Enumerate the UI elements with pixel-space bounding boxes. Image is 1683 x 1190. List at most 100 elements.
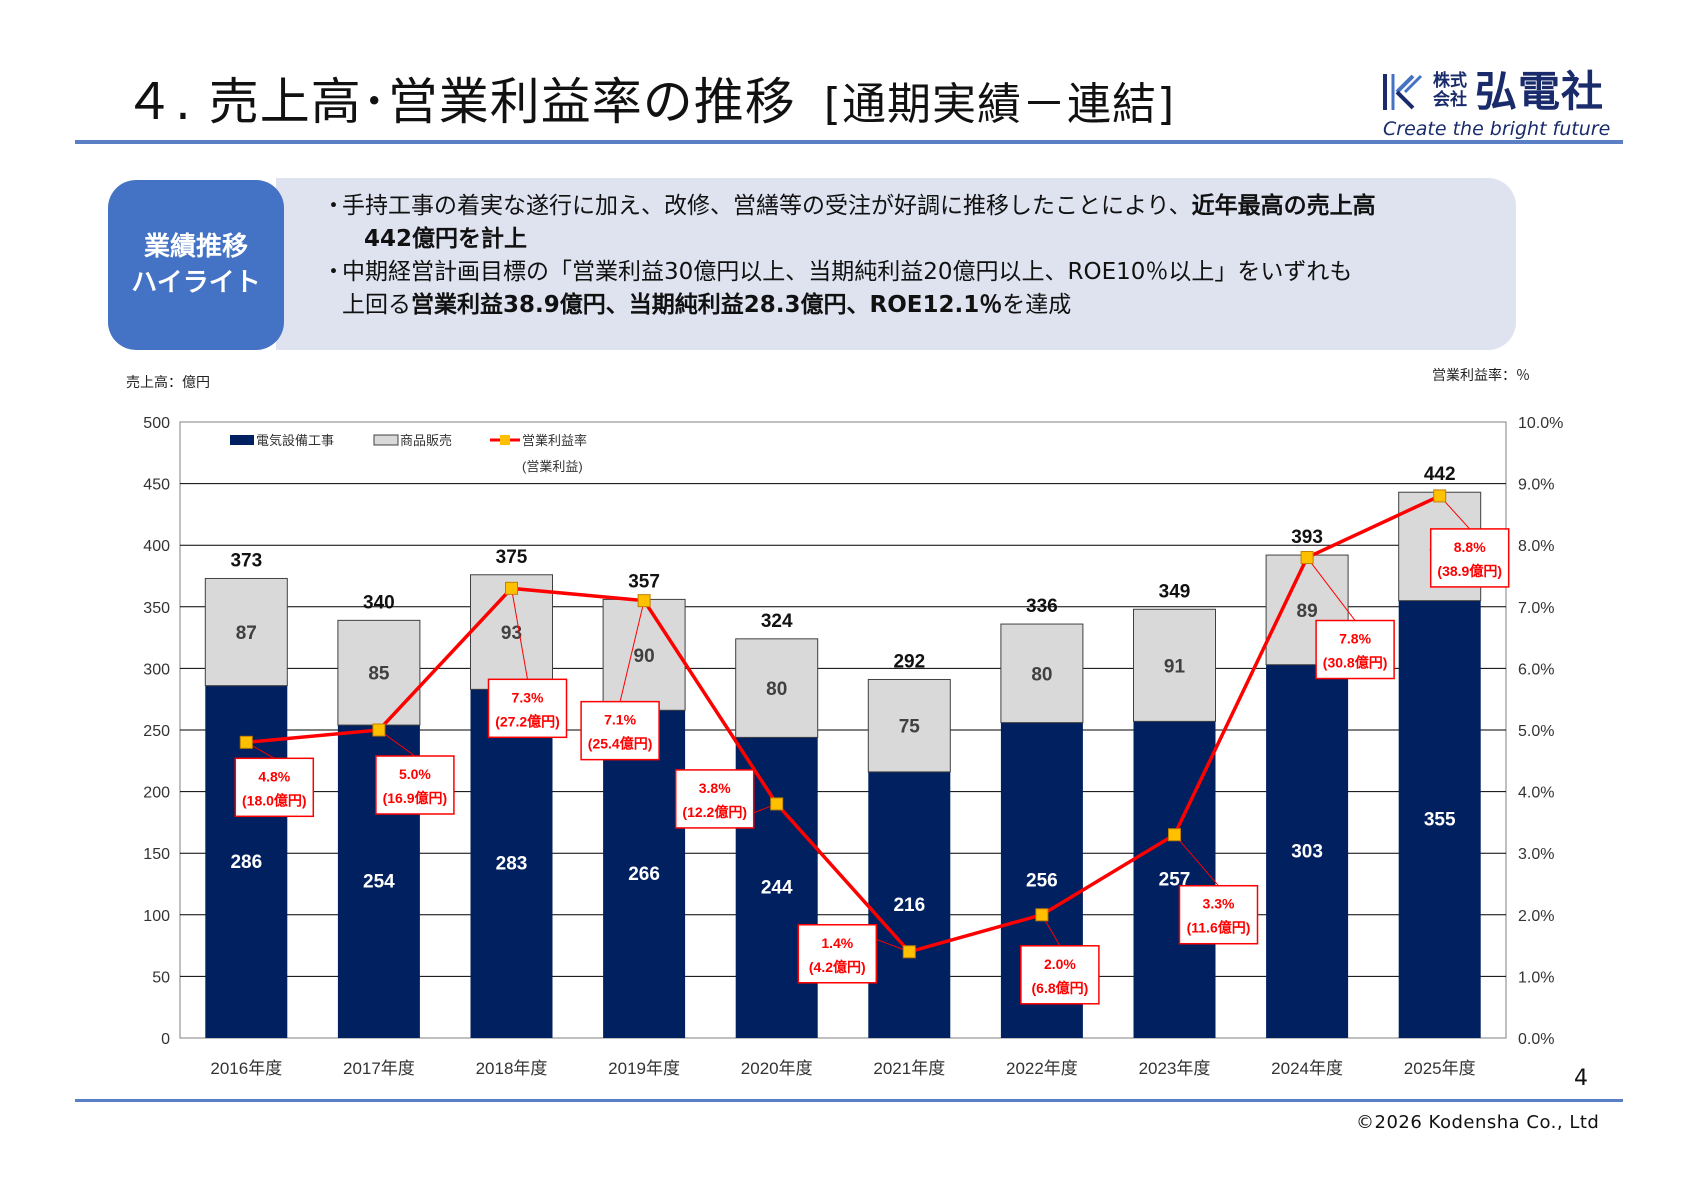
bar-segment-merchandise bbox=[204, 577, 288, 687]
y2-tick-label: 10.0% bbox=[1518, 415, 1563, 432]
margin-marker bbox=[1035, 908, 1049, 922]
y2-tick-label: 1.0% bbox=[1518, 969, 1554, 986]
margin-pct-label: 7.3% bbox=[512, 689, 544, 705]
header-divider bbox=[75, 140, 1623, 144]
logo-tagline: Create the bright future bbox=[1383, 118, 1611, 140]
highlight-item: ・ 中期経営計画目標の「営業利益30億円以上、当期純利益20億円以上、ROE10… bbox=[322, 256, 1502, 322]
y-tick-label: 0 bbox=[161, 1031, 170, 1048]
operating-profit-label: (25.4億円) bbox=[588, 736, 653, 752]
y-tick-label: 350 bbox=[143, 600, 170, 617]
x-tick-label: 2024年度 bbox=[1271, 1059, 1343, 1078]
bar-value-label: 244 bbox=[761, 878, 793, 899]
highlight-list: ・ 手持工事の着実な遂行に加え、改修、営繕等の受注が好調に推移したことにより、近… bbox=[322, 190, 1502, 322]
bar-segment-merchandise bbox=[602, 598, 686, 711]
legend-label: 営業利益率 bbox=[522, 433, 587, 448]
bar-value-label: 303 bbox=[1291, 841, 1323, 862]
bar-value-label: 355 bbox=[1424, 809, 1456, 830]
bar-value-label: 256 bbox=[1026, 870, 1058, 891]
y-tick-label: 450 bbox=[143, 477, 170, 494]
bar-value-label: 90 bbox=[634, 646, 655, 667]
copyright: ©2026 Kodensha Co., Ltd bbox=[1356, 1112, 1600, 1133]
x-tick-label: 2022年度 bbox=[1006, 1059, 1078, 1078]
bar-segment-merchandise bbox=[1000, 623, 1084, 724]
margin-marker bbox=[239, 735, 253, 749]
bar-segment-electrical bbox=[1398, 600, 1481, 1038]
margin-marker bbox=[1433, 489, 1447, 503]
highlight-tag: 業績推移 ハイライト bbox=[108, 180, 284, 350]
bar-segment-merchandise bbox=[1133, 608, 1216, 722]
y2-tick-label: 4.0% bbox=[1518, 785, 1554, 802]
y-tick-label: 100 bbox=[143, 908, 170, 925]
bar-value-label: 80 bbox=[1031, 664, 1052, 685]
bar-value-label: 283 bbox=[496, 854, 528, 875]
operating-profit-label: (6.8億円) bbox=[1032, 980, 1089, 996]
y2-tick-label: 3.0% bbox=[1518, 846, 1554, 863]
bar-segment-electrical bbox=[868, 771, 951, 1038]
callout-box bbox=[1315, 619, 1395, 680]
margin-pct-label: 1.4% bbox=[821, 935, 853, 951]
y2-tick-label: 2.0% bbox=[1518, 908, 1554, 925]
bar-value-label: 89 bbox=[1297, 601, 1318, 622]
y2-tick-label: 0.0% bbox=[1518, 1031, 1554, 1048]
bar-segment-electrical bbox=[470, 689, 553, 1038]
highlight-panel bbox=[276, 178, 1516, 350]
callout-leader bbox=[511, 588, 528, 680]
y-tick-label: 400 bbox=[143, 538, 170, 555]
callout-box bbox=[375, 755, 455, 815]
bar-value-label: 216 bbox=[893, 895, 925, 916]
y-tick-label: 250 bbox=[143, 723, 170, 740]
y2-tick-label: 9.0% bbox=[1518, 477, 1554, 494]
right-axis-unit: 営業利益率：％ bbox=[1432, 368, 1530, 384]
bar-total-label: 336 bbox=[1026, 596, 1058, 617]
operating-profit-label: (11.6億円) bbox=[1187, 920, 1251, 936]
callout-leader bbox=[1306, 557, 1356, 621]
margin-marker bbox=[372, 723, 386, 737]
logo-mark-icon bbox=[1383, 74, 1423, 110]
callout-box bbox=[674, 769, 755, 829]
legend-label-sub: (営業利益) bbox=[522, 459, 583, 474]
bar-value-label: 266 bbox=[628, 864, 660, 885]
highlight-tag-line2: ハイライト bbox=[131, 268, 261, 298]
margin-pct-label: 3.3% bbox=[1203, 896, 1235, 912]
bar-total-label: 292 bbox=[893, 651, 925, 672]
callout-box bbox=[1178, 884, 1259, 945]
x-tick-label: 2021年度 bbox=[873, 1059, 945, 1078]
bar-value-label: 75 bbox=[899, 717, 921, 738]
callout-box bbox=[797, 924, 878, 984]
margin-pct-label: 7.1% bbox=[604, 712, 636, 728]
margin-marker bbox=[637, 594, 651, 608]
bar-total-label: 357 bbox=[628, 571, 660, 592]
highlight-item-bold: 営業利益38.9億円、当期純利益28.3億円、ROE12.1％ bbox=[411, 292, 1003, 318]
x-tick-label: 2017年度 bbox=[343, 1059, 415, 1078]
bar-value-label: 85 bbox=[368, 664, 390, 685]
margin-marker bbox=[1300, 551, 1314, 565]
callout-leader bbox=[619, 600, 645, 702]
logo-name: 弘電社 bbox=[1475, 67, 1605, 116]
callout-leader bbox=[1174, 834, 1219, 887]
legend-swatch-merchandise bbox=[373, 434, 399, 446]
bar-segment-merchandise bbox=[735, 638, 819, 738]
x-tick-label: 2025年度 bbox=[1404, 1059, 1476, 1078]
bar-value-label: 93 bbox=[501, 623, 522, 644]
company-logo: 株式会社 弘電社 Create the bright future bbox=[1383, 68, 1623, 140]
margin-marker bbox=[505, 581, 518, 595]
margin-line bbox=[246, 494, 1441, 954]
callout-box bbox=[1020, 945, 1100, 1005]
callout-box bbox=[580, 700, 660, 761]
margin-pct-label: 4.8% bbox=[258, 768, 290, 784]
margin-pct-label: 7.8% bbox=[1339, 631, 1371, 647]
y-tick-label: 300 bbox=[143, 661, 170, 678]
x-tick-label: 2020年度 bbox=[741, 1059, 813, 1078]
operating-profit-label: (4.2億円) bbox=[809, 959, 866, 975]
bar-segment-merchandise bbox=[867, 678, 951, 773]
left-axis-unit: 売上高：億円 bbox=[126, 375, 210, 391]
bullet: ・ bbox=[322, 193, 345, 219]
highlight-item-text: 中期経営計画目標の「営業利益30億円以上、当期純利益20億円以上、ROE10％以… bbox=[342, 259, 1353, 285]
bar-value-label: 80 bbox=[766, 679, 787, 700]
y2-tick-label: 7.0% bbox=[1518, 600, 1554, 617]
bar-value-label: 286 bbox=[230, 852, 262, 873]
margin-marker bbox=[770, 797, 784, 811]
x-tick-label: 2018年度 bbox=[476, 1059, 548, 1078]
bar-total-label: 375 bbox=[496, 547, 528, 568]
page-subtitle: [通期実績－連結] bbox=[823, 79, 1176, 130]
